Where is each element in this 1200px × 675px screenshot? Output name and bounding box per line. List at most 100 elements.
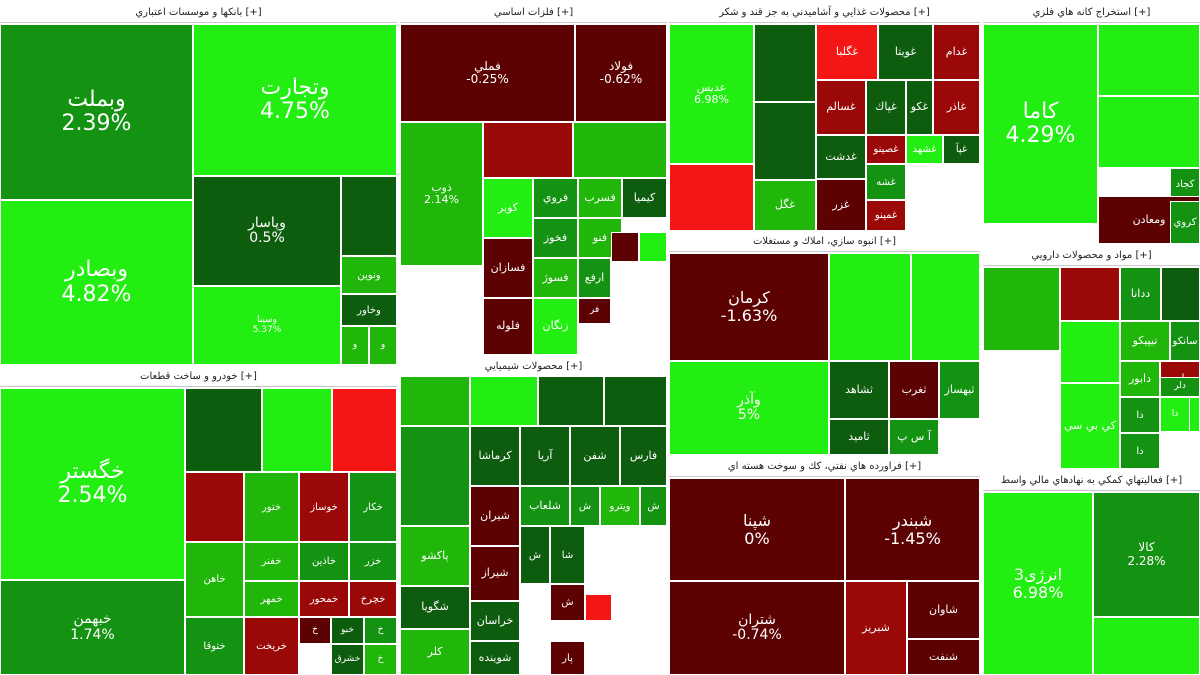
sector-header-banks[interactable]: بانکها و موسسات اعتباري [+] — [0, 4, 397, 23]
stock-tile[interactable]: خزر — [349, 542, 397, 581]
stock-tile[interactable]: كرماشا — [470, 426, 520, 486]
stock-tile[interactable]: خبهمن 1.74% — [0, 580, 185, 675]
stock-tile[interactable]: وبملت 2.39% — [0, 24, 193, 200]
stock-tile[interactable]: كرمان -1.63% — [669, 253, 829, 361]
stock-tile[interactable]: فسازان — [483, 238, 533, 298]
stock-tile[interactable] — [1060, 267, 1120, 321]
stock-tile[interactable]: وسينا 5.37% — [193, 286, 341, 365]
sector-header-construction[interactable]: انبوه سازي، املاك و مستغلات [+] — [669, 233, 980, 252]
stock-tile[interactable]: شنفت — [907, 639, 980, 675]
stock-tile[interactable]: پاكشو — [400, 526, 470, 586]
sector-header-pharma[interactable]: مواد و محصولات دارويي [+] — [983, 247, 1200, 266]
sector-header-metals[interactable]: فلزات اساسي [+] — [400, 4, 667, 23]
stock-tile[interactable]: ددانا — [1120, 267, 1161, 321]
stock-tile[interactable] — [754, 102, 816, 180]
stock-tile[interactable] — [983, 267, 1060, 351]
stock-tile[interactable]: و — [369, 326, 397, 365]
stock-tile[interactable]: فروي — [533, 178, 578, 218]
sector-header-food[interactable]: محصولات غذايي و آشاميدني به جز قند و شكر… — [669, 4, 980, 23]
stock-tile[interactable]: خگستر 2.54% — [0, 388, 185, 580]
stock-tile[interactable]: ش — [640, 486, 667, 526]
stock-tile[interactable]: شوينده — [470, 641, 520, 675]
stock-tile[interactable]: شلعاب — [520, 486, 570, 526]
stock-tile[interactable] — [604, 376, 667, 426]
stock-tile[interactable]: وآذر 5% — [669, 361, 829, 455]
stock-tile[interactable]: دا — [1160, 397, 1190, 432]
stock-tile[interactable]: غگلبا — [816, 24, 878, 80]
stock-tile[interactable] — [754, 24, 816, 102]
stock-tile[interactable] — [185, 472, 244, 542]
sector-header-finance[interactable]: فعاليتهاي كمكي به نهادهاي مالي واسط [+] — [983, 472, 1200, 491]
stock-tile[interactable]: غكو — [906, 80, 933, 135]
stock-tile[interactable]: كلر — [400, 629, 470, 675]
stock-tile[interactable]: غويتا — [878, 24, 933, 80]
stock-tile[interactable]: خمحور — [299, 581, 349, 617]
stock-tile[interactable]: ش — [520, 526, 550, 584]
stock-tile[interactable]: دابور — [1120, 361, 1160, 397]
stock-tile[interactable]: فر — [578, 298, 611, 324]
stock-tile[interactable] — [1060, 321, 1120, 383]
stock-tile[interactable]: شبريز — [845, 581, 907, 675]
sector-header-auto[interactable]: خودرو و ساخت قطعات [+] — [0, 368, 397, 387]
stock-tile[interactable]: شاوان — [907, 581, 980, 639]
stock-tile[interactable]: كجاد — [1170, 168, 1200, 201]
stock-tile[interactable]: كيميا — [622, 178, 667, 218]
stock-tile[interactable]: ختور — [244, 472, 299, 542]
stock-tile[interactable]: خشرق — [331, 644, 364, 675]
stock-tile[interactable]: خچرخ — [349, 581, 397, 617]
stock-tile[interactable]: غمينو — [866, 200, 906, 231]
stock-tile[interactable]: وبصادر 4.82% — [0, 200, 193, 365]
stock-tile[interactable] — [611, 232, 639, 262]
stock-tile[interactable] — [573, 122, 667, 178]
stock-tile[interactable] — [470, 376, 538, 426]
stock-tile[interactable]: فلوله — [483, 298, 533, 355]
stock-tile[interactable]: دا — [1120, 433, 1160, 469]
stock-tile[interactable]: خوساز — [299, 472, 349, 542]
stock-tile[interactable] — [400, 426, 470, 526]
stock-tile[interactable]: ثبهساز — [939, 361, 980, 419]
stock-tile[interactable]: فولاد -0.62% — [575, 24, 667, 122]
stock-tile[interactable]: ش — [570, 486, 600, 526]
stock-tile[interactable]: خمهر — [244, 581, 299, 617]
stock-tile[interactable]: شا — [550, 526, 585, 584]
stock-tile[interactable]: وتجارت 4.75% — [193, 24, 397, 176]
stock-tile[interactable]: ذوب 2.14% — [400, 122, 483, 266]
stock-tile[interactable]: شتران -0.74% — [669, 581, 845, 675]
stock-tile[interactable]: فسرب — [578, 178, 622, 218]
stock-tile[interactable]: و — [341, 326, 369, 365]
stock-tile[interactable]: وخاور — [341, 294, 397, 326]
stock-tile[interactable]: شيران — [470, 486, 520, 546]
stock-tile[interactable]: ثشاهد — [829, 361, 889, 419]
sector-header-mining[interactable]: استخراج كانه هاي فلزي [+] — [983, 4, 1200, 23]
stock-tile[interactable]: تيپيكو — [1120, 321, 1170, 361]
stock-tile[interactable]: خفنر — [244, 542, 299, 581]
stock-tile[interactable]: ثاميد — [829, 419, 889, 455]
stock-tile[interactable]: شبندر -1.45% — [845, 478, 980, 581]
stock-tile[interactable]: فخوز — [533, 218, 578, 258]
stock-tile[interactable] — [669, 164, 754, 231]
stock-tile[interactable]: زنگان — [533, 298, 578, 355]
stock-tile[interactable]: خاذين — [299, 542, 349, 581]
stock-tile[interactable]: خراسان — [470, 601, 520, 641]
stock-tile[interactable] — [538, 376, 604, 426]
stock-tile[interactable] — [262, 388, 332, 472]
stock-tile[interactable]: عدیس 6.98% — [669, 24, 754, 164]
stock-tile[interactable] — [829, 253, 911, 361]
stock-tile[interactable]: ثغرب — [889, 361, 939, 419]
stock-tile[interactable] — [911, 253, 980, 361]
stock-tile[interactable] — [1098, 24, 1200, 96]
stock-tile[interactable]: پار — [550, 641, 585, 675]
stock-tile[interactable]: فسوژ — [533, 258, 578, 298]
stock-tile[interactable]: غدشت — [816, 135, 866, 179]
stock-tile[interactable]: ونوين — [341, 256, 397, 294]
stock-tile[interactable]: كوير — [483, 178, 533, 238]
stock-tile[interactable] — [639, 232, 667, 262]
stock-tile[interactable]: ختوقا — [185, 617, 244, 675]
stock-tile[interactable]: فملي -0.25% — [400, 24, 575, 122]
stock-tile[interactable]: شيراز — [470, 546, 520, 601]
stock-tile[interactable]: ارفع — [578, 258, 611, 298]
stock-tile[interactable]: دلر — [1160, 377, 1200, 397]
stock-tile[interactable]: غزر — [816, 179, 866, 231]
stock-tile[interactable]: ويترو — [600, 486, 640, 526]
stock-tile[interactable]: خ — [364, 644, 397, 675]
